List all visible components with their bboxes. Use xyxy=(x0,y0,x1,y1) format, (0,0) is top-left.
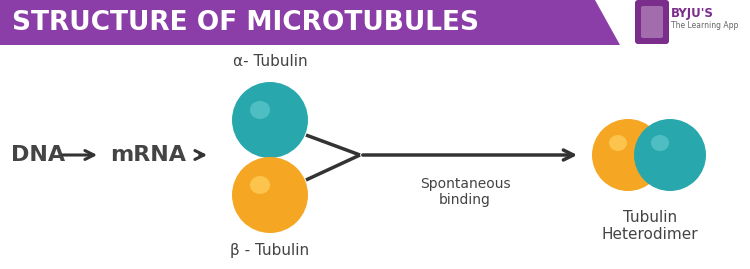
Text: BYJU'S: BYJU'S xyxy=(671,8,714,20)
Ellipse shape xyxy=(232,82,308,158)
Ellipse shape xyxy=(634,119,706,191)
FancyBboxPatch shape xyxy=(635,0,669,44)
Text: mRNA: mRNA xyxy=(110,145,186,165)
Text: Spontaneous
binding: Spontaneous binding xyxy=(420,177,510,207)
Ellipse shape xyxy=(250,101,270,119)
Text: DNA: DNA xyxy=(11,145,65,165)
Polygon shape xyxy=(0,0,620,45)
Text: β - Tubulin: β - Tubulin xyxy=(230,242,310,257)
Ellipse shape xyxy=(250,176,270,194)
Ellipse shape xyxy=(592,119,664,191)
Ellipse shape xyxy=(609,135,627,151)
FancyBboxPatch shape xyxy=(641,6,663,38)
Ellipse shape xyxy=(232,157,308,233)
Text: The Learning App: The Learning App xyxy=(671,22,738,30)
Text: α- Tubulin: α- Tubulin xyxy=(232,55,308,69)
Ellipse shape xyxy=(651,135,669,151)
Text: STRUCTURE OF MICROTUBULES: STRUCTURE OF MICROTUBULES xyxy=(12,10,479,36)
Text: Tubulin
Heterodimer: Tubulin Heterodimer xyxy=(602,210,698,242)
